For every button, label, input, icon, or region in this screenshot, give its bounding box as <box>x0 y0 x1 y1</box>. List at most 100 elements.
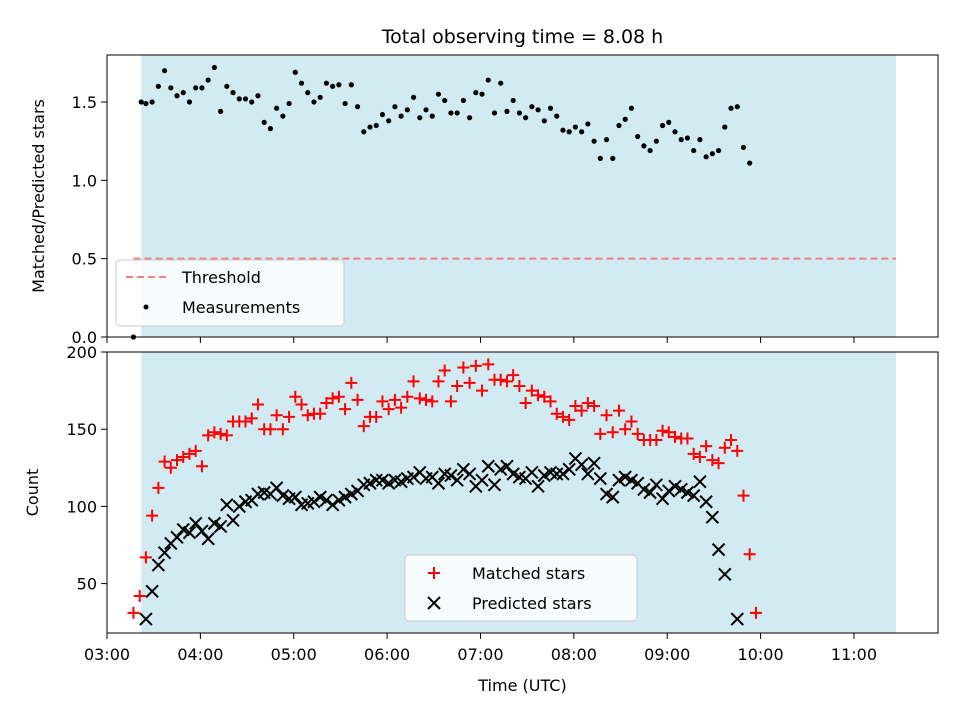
predicted-star-point <box>307 495 321 509</box>
measurement-point <box>628 105 635 111</box>
measurement-point <box>435 91 442 97</box>
matched-star-point <box>401 390 414 403</box>
measurement-point <box>597 155 603 161</box>
matched-star-point <box>127 606 140 619</box>
measurement-point <box>298 80 305 86</box>
measurement-point <box>311 99 317 105</box>
bottom-axes-frame <box>106 351 939 634</box>
bottom-legend-box <box>404 554 638 622</box>
x-tick-label: 08:00 <box>551 645 597 664</box>
top-x-ticks <box>106 337 855 343</box>
matched-star-point <box>139 551 152 564</box>
measurement-point <box>168 85 174 91</box>
measurement-point <box>261 119 267 125</box>
matched-star-point <box>631 427 644 440</box>
matched-star-point <box>195 460 208 473</box>
matched-star-point <box>413 392 426 405</box>
measurement-point <box>155 83 161 89</box>
measurement-point <box>591 138 597 144</box>
measurement-point <box>603 137 610 143</box>
predicted-star-point <box>226 513 240 527</box>
matched-star-point <box>681 432 694 445</box>
matched-star-point <box>519 396 532 409</box>
matched-star-point <box>463 376 476 389</box>
matched-star-point <box>550 407 563 420</box>
matched-star-point <box>457 361 470 374</box>
predicted-star-point <box>711 542 726 557</box>
matched-star-point <box>376 395 389 408</box>
matched-star-point <box>575 404 588 417</box>
measurement-point <box>585 121 591 127</box>
measurement-point <box>317 94 323 100</box>
predicted-star-point <box>487 478 502 492</box>
y-tick-label: 200 <box>66 343 97 362</box>
predicted-star-point <box>182 525 197 540</box>
measurement-point <box>367 124 373 130</box>
measurement-point <box>417 115 423 121</box>
x-tick-label: 11:00 <box>831 645 877 664</box>
matched-star-point <box>283 410 296 423</box>
measurement-point <box>255 93 261 99</box>
matched-star-point <box>270 409 283 422</box>
measurement-point <box>466 115 473 121</box>
matched-star-point <box>158 455 171 468</box>
predicted-star-point <box>462 467 477 481</box>
matched-star-point <box>295 398 308 411</box>
measurement-point <box>379 111 386 118</box>
matched-star-point <box>725 434 738 447</box>
measurement-point <box>205 77 211 83</box>
measurement-point <box>218 108 224 114</box>
predicted-star-point <box>693 474 707 489</box>
measurement-point <box>161 68 168 74</box>
matched-star-point <box>581 396 594 409</box>
measurement-point <box>740 144 747 151</box>
predicted-star-point <box>201 532 215 546</box>
y-tick-label: 0.0 <box>72 328 97 347</box>
matched-star-point <box>476 384 489 397</box>
predicted-star-point <box>213 519 228 534</box>
matched-star-point <box>220 429 233 442</box>
matched-star-point <box>494 373 507 386</box>
measurement-point <box>672 129 678 135</box>
matched-star-point <box>420 393 433 406</box>
matched-star-point <box>538 390 551 403</box>
y-tick-label: 100 <box>66 497 97 516</box>
matched-star-point <box>544 395 557 408</box>
measurement-point <box>348 82 354 88</box>
matched-star-point <box>438 364 451 377</box>
measurement-point <box>373 122 379 129</box>
matched-star-point <box>202 429 215 442</box>
matched-star-point <box>239 415 252 428</box>
measurement-point <box>460 97 466 104</box>
measurement-point <box>485 77 491 83</box>
measurement-point <box>572 124 579 130</box>
matched-star-point <box>357 420 370 433</box>
predicted-star-point <box>481 459 495 473</box>
bottom-y-ticks: 50 100 150 200 <box>66 343 107 594</box>
predicted-star-point <box>550 467 564 481</box>
measurement-point <box>653 138 659 144</box>
top-y-axis-label: Matched/Predicted stars <box>29 99 48 293</box>
matched-star-point <box>525 384 538 397</box>
measurement-point <box>691 147 697 154</box>
measurement-point <box>404 107 410 113</box>
measurement-point <box>336 82 342 88</box>
matched-star-point <box>133 589 146 602</box>
measurement-point <box>722 124 728 130</box>
matched-star-point <box>314 407 327 420</box>
measurement-point <box>659 122 666 129</box>
measurement-point <box>442 97 448 104</box>
legend-predicted-swatch <box>427 596 441 610</box>
predicted-star-point <box>587 456 601 470</box>
matched-star-point <box>662 426 675 439</box>
matched-star-point <box>656 424 669 437</box>
measurement-point <box>709 151 715 157</box>
measurement-point <box>616 122 622 129</box>
predicted-star-point <box>269 481 284 495</box>
measurement-point <box>386 118 392 124</box>
predicted-star-point <box>562 462 576 477</box>
measurement-point <box>523 115 529 121</box>
measurement-point <box>510 97 516 104</box>
matched-star-point <box>388 393 401 406</box>
